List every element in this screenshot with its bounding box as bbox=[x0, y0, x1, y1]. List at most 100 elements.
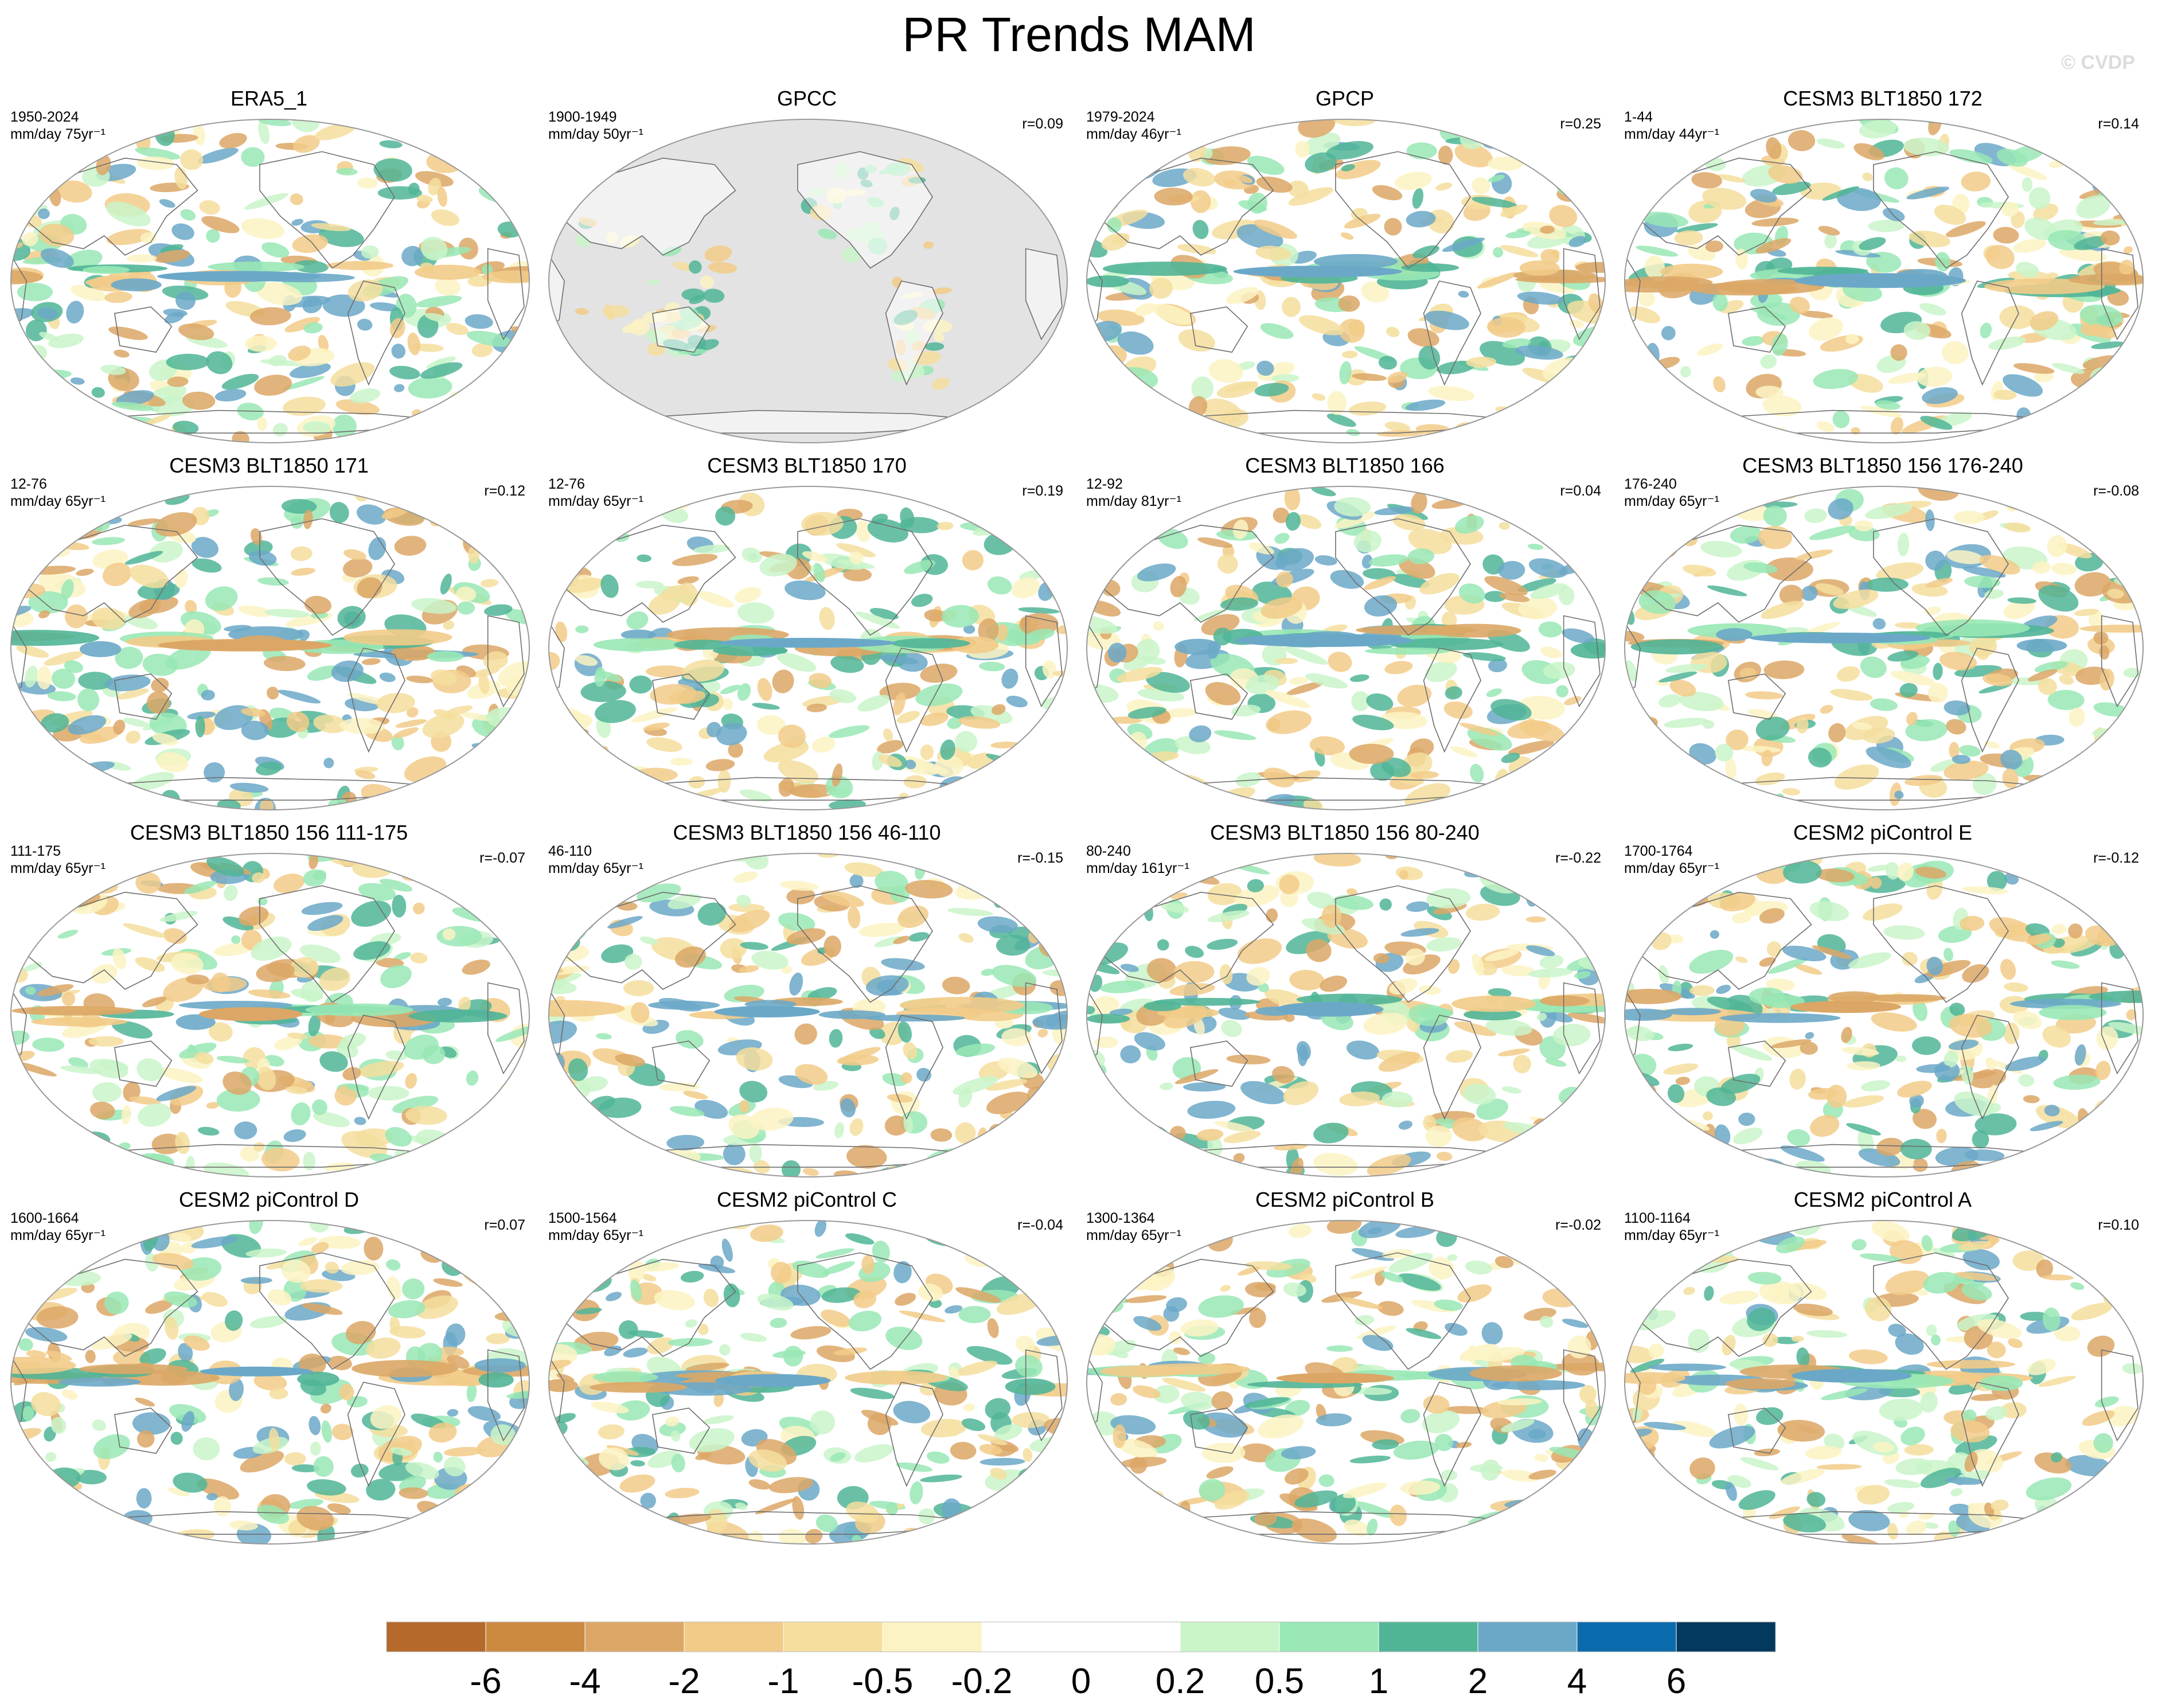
trend-blob bbox=[969, 1534, 1004, 1544]
trend-blob bbox=[1219, 964, 1233, 985]
trend-blob bbox=[815, 1248, 854, 1259]
trend-blob bbox=[1088, 894, 1133, 913]
trend-blob bbox=[44, 651, 84, 666]
map-panel: CESM2 piControl C 1500-1564 mm/day 65yr⁻¹ r… bbox=[538, 1187, 1076, 1555]
trend-blob bbox=[1857, 1129, 1874, 1153]
trend-blob bbox=[298, 1237, 318, 1246]
trend-blob bbox=[136, 1430, 155, 1448]
equatorial-band bbox=[1087, 1013, 1130, 1024]
trend-blob bbox=[1867, 864, 1890, 872]
trend-blob bbox=[518, 1463, 529, 1487]
trend-blob bbox=[1935, 252, 1951, 272]
trend-blob bbox=[654, 1290, 695, 1311]
trend-blob bbox=[2100, 153, 2126, 167]
trend-blob bbox=[1900, 1138, 1932, 1160]
trend-blob bbox=[778, 778, 794, 797]
trend-blob bbox=[875, 871, 908, 894]
trend-blob bbox=[38, 224, 75, 247]
trend-blob bbox=[1458, 583, 1485, 604]
trend-blob bbox=[441, 1528, 472, 1540]
trend-blob bbox=[481, 1502, 516, 1528]
trend-blob bbox=[1816, 1464, 1862, 1470]
trend-blob bbox=[88, 1036, 124, 1047]
trend-blob bbox=[216, 1055, 249, 1064]
trend-blob bbox=[2051, 923, 2066, 935]
trend-blob bbox=[1425, 310, 1469, 330]
equatorial-band bbox=[1313, 254, 1398, 269]
coastline bbox=[20, 891, 198, 990]
trend-blob bbox=[592, 757, 619, 777]
trend-blob bbox=[389, 1326, 426, 1339]
trend-blob bbox=[497, 722, 529, 737]
trend-blob bbox=[75, 1469, 107, 1485]
trend-blob bbox=[1307, 891, 1336, 909]
trend-blob bbox=[2123, 246, 2133, 254]
trend-blob bbox=[1406, 210, 1436, 228]
trend-blob bbox=[596, 1033, 612, 1040]
trend-blob bbox=[661, 584, 689, 599]
panel-units: mm/day 81yr⁻¹ bbox=[1086, 493, 1182, 509]
coastline bbox=[1961, 648, 2019, 753]
trend-blob bbox=[1275, 657, 1298, 664]
trend-blob bbox=[1556, 1236, 1570, 1257]
trend-blob bbox=[313, 869, 327, 880]
trend-blob bbox=[104, 432, 127, 443]
trend-blob bbox=[92, 537, 126, 545]
cvdp-watermark: © CVDP bbox=[2061, 52, 2135, 73]
equatorial-core bbox=[715, 1374, 831, 1387]
trend-blob bbox=[1904, 775, 1944, 786]
trend-blob bbox=[1551, 1126, 1582, 1145]
trend-blob bbox=[1088, 740, 1109, 762]
trend-blob bbox=[1042, 1539, 1060, 1544]
trend-blob bbox=[430, 426, 458, 438]
panel-years: 1900-1949 bbox=[548, 109, 617, 125]
trend-blob bbox=[31, 1392, 61, 1417]
trend-blob bbox=[466, 330, 513, 347]
coastline bbox=[1625, 987, 1641, 1062]
trend-blob bbox=[1011, 577, 1040, 599]
trend-blob bbox=[854, 1444, 893, 1463]
trend-blob bbox=[683, 853, 706, 865]
trend-blob bbox=[790, 1325, 832, 1340]
trend-blob bbox=[1426, 937, 1462, 952]
trend-blob bbox=[2070, 1282, 2085, 1290]
trend-blob bbox=[1707, 996, 1754, 1013]
trend-blob bbox=[755, 1498, 797, 1515]
trend-blob bbox=[158, 1067, 203, 1083]
trend-blob bbox=[496, 405, 529, 416]
trend-blob bbox=[1320, 976, 1347, 992]
trend-blob bbox=[119, 1220, 152, 1239]
trend-blob bbox=[313, 714, 348, 734]
trend-blob bbox=[1207, 910, 1250, 922]
trend-blob bbox=[393, 727, 419, 738]
panel-correlation: r=0.07 bbox=[484, 1217, 525, 1233]
trend-blob bbox=[192, 558, 222, 573]
trend-blob bbox=[93, 1434, 130, 1460]
trend-blob bbox=[1117, 415, 1152, 435]
trend-blob bbox=[1632, 785, 1643, 795]
equatorial-band bbox=[1102, 262, 1227, 276]
trend-blob bbox=[1664, 717, 1708, 728]
coastline bbox=[2101, 1349, 2139, 1442]
trend-blob bbox=[1470, 796, 1514, 810]
trend-blob bbox=[1234, 885, 1280, 907]
trend-blob bbox=[38, 610, 50, 619]
trend-blob bbox=[1173, 1347, 1190, 1355]
trend-blob bbox=[705, 759, 735, 771]
trend-blob bbox=[1585, 1151, 1605, 1173]
trend-blob bbox=[1583, 1493, 1605, 1513]
trend-blob bbox=[1689, 1457, 1715, 1480]
trend-blob bbox=[575, 625, 589, 633]
trend-blob bbox=[985, 1398, 1011, 1420]
trend-blob bbox=[1762, 1333, 1778, 1347]
trend-blob bbox=[2093, 702, 2128, 717]
trend-blob bbox=[184, 880, 217, 894]
trend-blob bbox=[1739, 746, 1781, 752]
trend-blob bbox=[508, 906, 529, 929]
trend-blob bbox=[2074, 609, 2099, 617]
trend-blob bbox=[549, 884, 580, 902]
trend-blob bbox=[1853, 143, 1884, 161]
trend-blob bbox=[2040, 790, 2052, 802]
trend-blob bbox=[282, 1259, 311, 1283]
trend-blob bbox=[269, 1387, 288, 1399]
